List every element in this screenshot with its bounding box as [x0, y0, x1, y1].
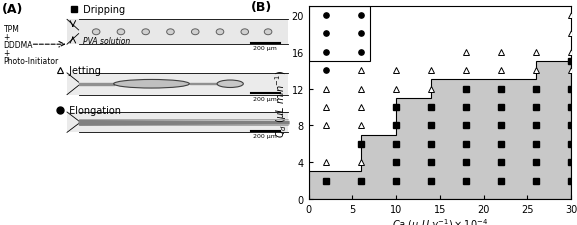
Text: Dripping: Dripping	[80, 5, 125, 15]
Circle shape	[192, 30, 199, 36]
Text: Photo-Initiator: Photo-Initiator	[3, 56, 59, 65]
Bar	[67, 20, 288, 45]
Text: 200 μm: 200 μm	[253, 46, 277, 51]
Circle shape	[216, 30, 224, 36]
Text: +: +	[3, 33, 10, 42]
Text: DDDMA: DDDMA	[3, 40, 33, 50]
Polygon shape	[309, 62, 571, 199]
Bar	[67, 112, 288, 133]
Bar	[67, 74, 288, 95]
Text: TPM: TPM	[3, 25, 20, 34]
Text: Jetting: Jetting	[66, 66, 100, 76]
X-axis label: $\mathit{Ca}\ (\mu\ U\ \gamma^{-1})\times10^{-4}$: $\mathit{Ca}\ (\mu\ U\ \gamma^{-1})\time…	[392, 217, 488, 225]
Circle shape	[167, 30, 174, 36]
Y-axis label: $\mathit{Q_d}\ (\mu L\ min^{-1})$: $\mathit{Q_d}\ (\mu L\ min^{-1})$	[273, 69, 288, 137]
Text: +: +	[3, 48, 10, 57]
Text: Elongation: Elongation	[66, 105, 121, 115]
Text: PVA solution: PVA solution	[83, 37, 130, 46]
Circle shape	[92, 30, 100, 36]
Text: 200 μm: 200 μm	[253, 134, 277, 139]
Text: 200 μm: 200 μm	[253, 96, 277, 101]
Circle shape	[264, 30, 272, 36]
Polygon shape	[309, 7, 370, 62]
Ellipse shape	[217, 81, 243, 88]
Circle shape	[142, 30, 149, 36]
Text: (B): (B)	[251, 1, 272, 14]
Ellipse shape	[114, 80, 189, 89]
Circle shape	[241, 30, 249, 36]
Text: (A): (A)	[2, 3, 24, 16]
Circle shape	[117, 30, 125, 36]
